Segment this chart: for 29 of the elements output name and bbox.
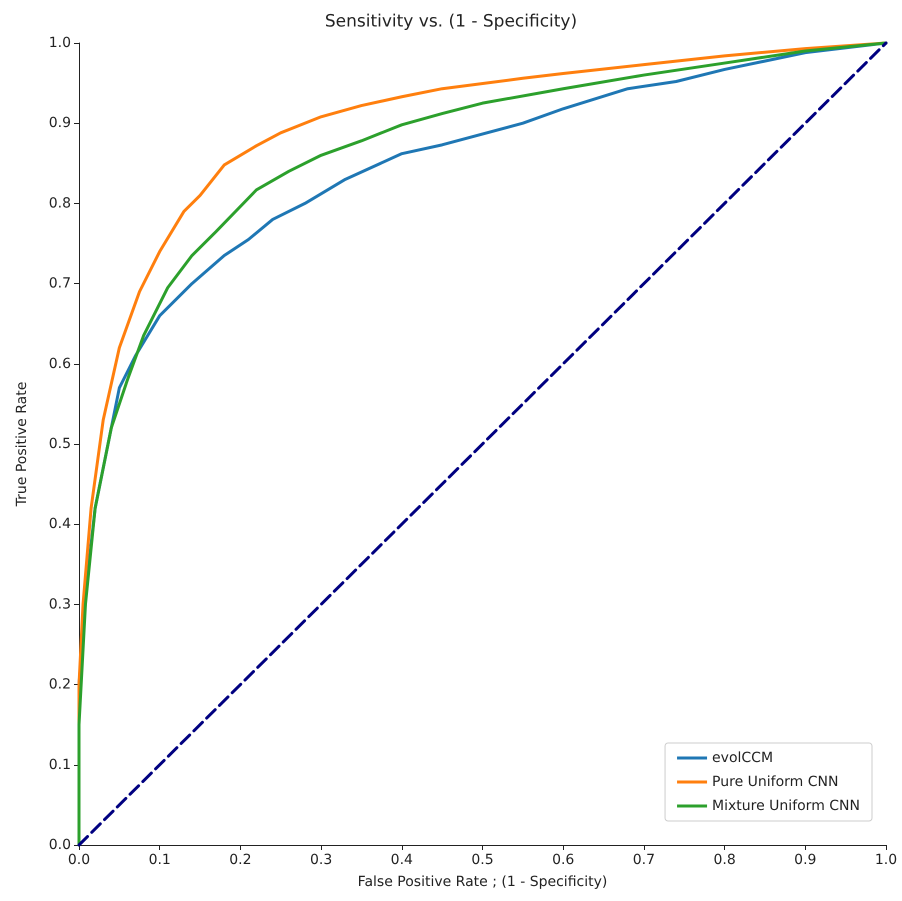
y-tick-label: 0.8: [48, 195, 71, 212]
x-tick-label: 0.3: [310, 852, 332, 868]
y-tick-label: 0.1: [48, 756, 71, 773]
x-tick-label: 0.9: [794, 852, 816, 868]
x-tick-label: 0.6: [552, 852, 574, 868]
y-tick-label: 0.5: [48, 436, 71, 452]
line-series: [78, 42, 888, 846]
legend-label: Pure Uniform CNN: [712, 774, 838, 790]
x-tick-label: 1.0: [874, 852, 898, 868]
x-tick-label: 0.4: [390, 852, 414, 868]
x-tick-label: 0.8: [713, 852, 736, 868]
legend-label: Mixture Uniform CNN: [712, 798, 860, 814]
y-axis-title: True Positive Rate: [14, 382, 30, 508]
x-tick-label: 0.5: [471, 852, 494, 868]
x-tick-label: 0.1: [148, 852, 171, 868]
y-tick-label: 0.6: [48, 356, 72, 372]
legend-label: evolCCM: [712, 750, 774, 766]
y-tick-label: 0.0: [48, 837, 71, 853]
x-axis-title: False Positive Rate ; (1 - Specificity): [358, 874, 608, 890]
x-tick-label: 0.2: [229, 852, 252, 868]
y-tick-label: 0.4: [48, 516, 72, 532]
chart-title: Sensitivity vs. (1 - Specificity): [324, 12, 578, 32]
y-tick-label: 0.2: [48, 676, 71, 693]
y-tick-label: 0.9: [48, 115, 71, 132]
y-tick-label: 1.0: [48, 35, 71, 51]
y-tick-label: 0.3: [48, 596, 71, 612]
x-tick-label: 0.0: [68, 852, 90, 868]
y-tick-label: 0.7: [48, 276, 71, 292]
x-tick-label: 0.7: [632, 852, 656, 868]
